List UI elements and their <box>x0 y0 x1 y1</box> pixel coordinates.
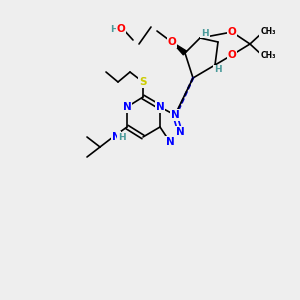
Text: H: H <box>118 133 126 142</box>
Text: N: N <box>176 127 184 137</box>
Text: H: H <box>201 28 209 38</box>
Text: CH₃: CH₃ <box>260 52 276 61</box>
Text: H: H <box>214 65 222 74</box>
Text: O: O <box>117 24 125 34</box>
Text: O: O <box>228 50 236 60</box>
Polygon shape <box>172 42 187 55</box>
Text: O: O <box>168 37 176 47</box>
Text: O: O <box>228 27 236 37</box>
Text: N: N <box>156 102 164 112</box>
Text: N: N <box>166 137 174 147</box>
Text: S: S <box>139 77 147 87</box>
Text: CH₃: CH₃ <box>260 28 276 37</box>
Text: N: N <box>171 110 179 120</box>
Text: N: N <box>112 132 120 142</box>
Text: H: H <box>110 25 118 34</box>
Text: N: N <box>123 102 131 112</box>
